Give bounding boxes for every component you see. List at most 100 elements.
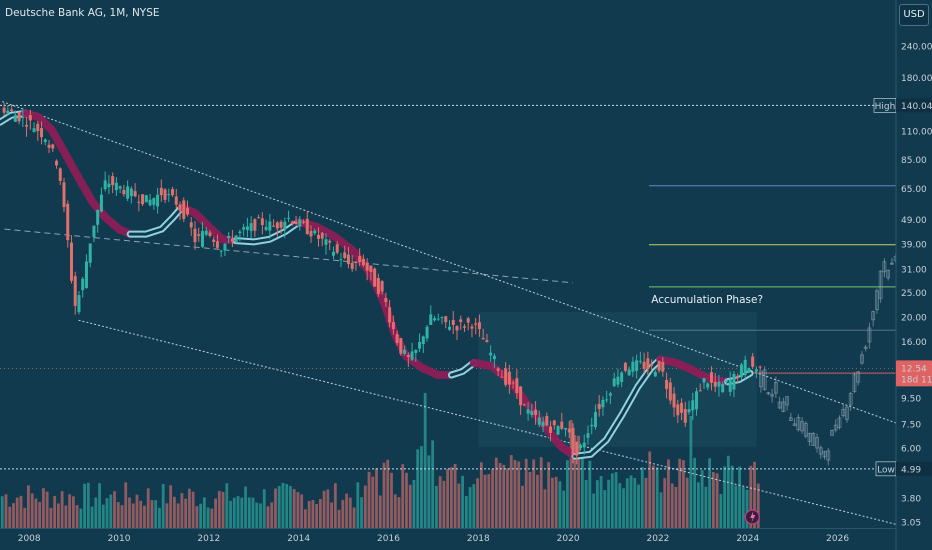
volume-bar (753, 461, 756, 528)
volume-bar (318, 498, 322, 528)
candle-body (545, 415, 549, 426)
candle-body (268, 221, 272, 231)
candle-body (646, 358, 650, 370)
projection-body (878, 270, 883, 299)
volume-bar (442, 480, 446, 528)
candle-body (376, 278, 380, 294)
candle-body (575, 441, 579, 456)
candle-body (77, 295, 81, 313)
volume-bar (150, 500, 154, 528)
candle-body (623, 362, 627, 371)
candle-body (219, 250, 223, 252)
last-price-value: 12.54 (901, 364, 927, 374)
candle-body (395, 334, 399, 344)
candle-body (32, 128, 36, 132)
volume-bar (614, 472, 618, 528)
ribbon-bear-segment (177, 203, 240, 245)
candle-body (747, 368, 751, 373)
volume-bar (210, 508, 214, 528)
projection-body (886, 269, 891, 279)
projection-body (762, 369, 767, 390)
candle-body (331, 251, 335, 256)
candle-body (418, 342, 422, 349)
candle-body (380, 281, 384, 292)
projection-body (758, 370, 763, 388)
y-tick-label: 6.00 (901, 445, 921, 455)
candle-body (92, 225, 96, 238)
candle-body (197, 234, 201, 236)
candle-body (631, 361, 635, 372)
volume-bar (588, 460, 592, 528)
candle-body (302, 221, 306, 223)
volume-bar (214, 498, 217, 528)
volume-bars (0, 393, 760, 528)
y-tick-label: 180.00 (901, 74, 932, 84)
candle-body (174, 196, 178, 205)
volume-bar (281, 482, 285, 528)
candle-body (754, 369, 758, 372)
candle-body (264, 227, 268, 230)
volume-bar (105, 498, 109, 528)
candle-body (343, 252, 347, 259)
volume-bar (745, 489, 749, 528)
candle-body (481, 337, 485, 340)
candle-body (549, 426, 553, 433)
candle-body (148, 199, 152, 206)
candle-body (586, 433, 590, 438)
candle-body (298, 219, 302, 227)
volume-bar (49, 507, 53, 528)
volume-bar (289, 485, 292, 528)
volume-bar (42, 488, 45, 528)
volume-bar (378, 495, 382, 528)
projection-body (856, 371, 861, 383)
candle-body (601, 400, 605, 408)
volume-bar (187, 488, 191, 528)
candle-body (578, 444, 582, 449)
volume-bar (34, 498, 38, 528)
high-value: 140.04 (901, 102, 932, 112)
volume-bar (483, 474, 487, 528)
projection-body (841, 408, 846, 417)
candle-body (470, 326, 474, 329)
volume-bar (640, 467, 644, 528)
candle-body (485, 340, 489, 342)
volume-bar (390, 472, 393, 528)
volume-bar (71, 496, 75, 528)
candle-body (178, 204, 182, 211)
candle-body (73, 276, 77, 306)
candle-body (661, 362, 665, 372)
volume-bar (569, 420, 573, 528)
candle-body (605, 399, 609, 401)
volume-bar (603, 490, 607, 528)
volume-bar (386, 459, 390, 528)
candle-body (653, 372, 657, 377)
volume-bar (599, 475, 603, 528)
volume-bar (244, 486, 247, 528)
currency-button[interactable]: USD (899, 4, 929, 26)
candle-body (133, 191, 137, 197)
volume-bar (693, 457, 697, 528)
candle-body (537, 417, 541, 425)
volume-bar (251, 497, 255, 528)
candle-body (223, 243, 227, 250)
volume-bar (0, 496, 4, 528)
volume-bar (644, 477, 648, 528)
volume-bar (64, 505, 68, 528)
candle-body (253, 219, 257, 231)
volume-bar (446, 468, 450, 528)
candle-body (403, 349, 407, 354)
volume-bar (217, 490, 221, 528)
candle-body (212, 239, 216, 243)
low-label: Low (877, 465, 895, 475)
volume-bar (659, 492, 663, 528)
volume-bar (154, 500, 158, 528)
candle-body (462, 326, 466, 328)
volume-bar (491, 468, 494, 528)
volume-bar (637, 484, 640, 528)
volume-bar (195, 506, 199, 528)
candle-body (182, 200, 186, 219)
x-tick-label: 2010 (108, 534, 131, 544)
candle-body (743, 359, 747, 376)
